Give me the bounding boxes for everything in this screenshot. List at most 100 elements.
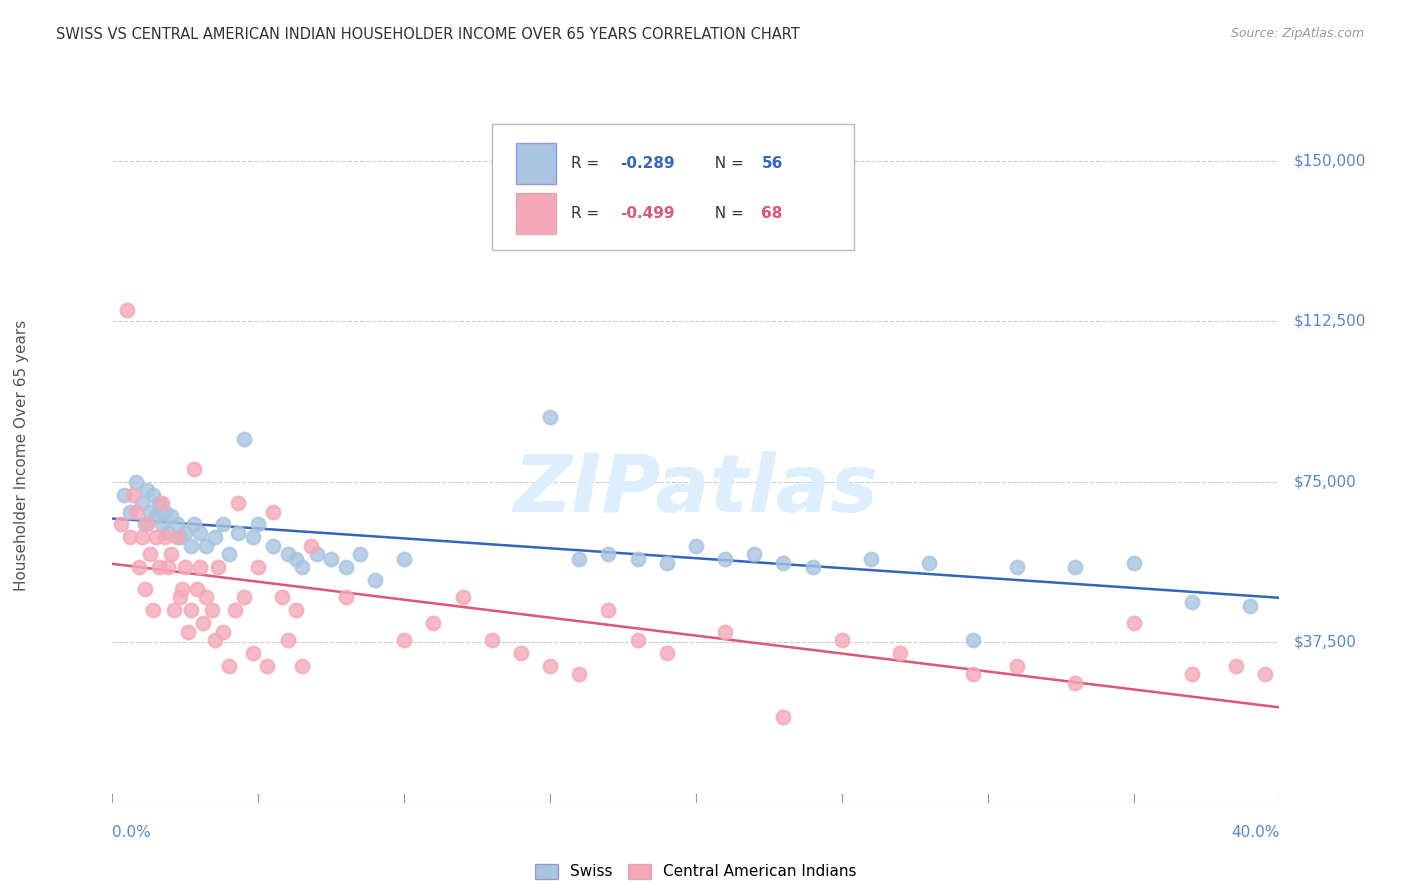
Point (204, 530, 226, 544)
Point (598, 548, 620, 562)
Point (125, 505, 148, 519)
Text: Householder Income Over 65 years: Householder Income Over 65 years (14, 319, 28, 591)
Point (204, 633, 226, 648)
Point (509, 646, 531, 660)
Point (125, 475, 148, 489)
Legend: Swiss, Central American Indians: Swiss, Central American Indians (529, 857, 863, 886)
Point (128, 560, 150, 574)
Text: $75,000: $75,000 (1294, 475, 1357, 489)
Point (685, 539, 707, 553)
Point (150, 517, 173, 532)
Point (218, 548, 240, 562)
Point (859, 551, 883, 566)
Point (118, 505, 141, 519)
Point (136, 483, 159, 498)
Point (139, 548, 162, 562)
Text: 56: 56 (761, 156, 783, 171)
Point (174, 560, 197, 574)
Point (918, 556, 941, 570)
Point (247, 560, 270, 574)
Text: N =: N = (706, 205, 749, 220)
Point (1064, 560, 1087, 574)
Point (112, 487, 135, 501)
Point (142, 603, 165, 617)
Point (226, 526, 249, 541)
Point (285, 603, 308, 617)
Point (801, 560, 824, 574)
Point (142, 487, 165, 501)
Point (262, 539, 284, 553)
Point (188, 526, 211, 541)
Point (1005, 560, 1028, 574)
Point (392, 551, 416, 566)
Point (598, 603, 620, 617)
Point (655, 646, 678, 660)
Point (1225, 658, 1247, 673)
Text: Source: ZipAtlas.com: Source: ZipAtlas.com (1230, 27, 1364, 40)
Point (166, 517, 188, 532)
Point (118, 530, 141, 544)
Point (212, 517, 235, 532)
Point (194, 591, 217, 605)
Point (139, 505, 162, 519)
Point (212, 624, 235, 639)
Point (335, 591, 357, 605)
Point (291, 560, 314, 574)
FancyBboxPatch shape (516, 143, 555, 184)
Point (131, 530, 153, 544)
Point (538, 410, 561, 425)
Point (224, 603, 246, 617)
Point (172, 582, 194, 596)
Point (256, 658, 278, 673)
Point (299, 539, 322, 553)
Point (714, 624, 737, 639)
Point (1064, 676, 1087, 690)
Point (772, 710, 794, 724)
Point (889, 646, 911, 660)
Point (305, 548, 328, 562)
Point (115, 303, 138, 318)
Point (160, 508, 183, 523)
Point (134, 517, 156, 532)
Point (1122, 556, 1144, 570)
Point (153, 505, 176, 519)
Point (1239, 599, 1261, 613)
Point (1122, 615, 1144, 630)
Point (166, 530, 188, 544)
Point (134, 582, 156, 596)
Point (232, 591, 254, 605)
Point (276, 548, 298, 562)
Point (568, 667, 591, 681)
Point (276, 633, 298, 648)
Point (156, 560, 179, 574)
FancyBboxPatch shape (492, 124, 853, 250)
Point (285, 551, 308, 566)
Point (180, 603, 202, 617)
Point (169, 530, 191, 544)
Point (262, 505, 284, 519)
Text: 40.0%: 40.0% (1232, 825, 1279, 840)
Point (626, 633, 648, 648)
Point (201, 603, 224, 617)
Point (321, 551, 343, 566)
Point (180, 539, 202, 553)
Point (568, 551, 591, 566)
Text: -0.289: -0.289 (620, 156, 675, 171)
Point (392, 633, 416, 648)
Point (136, 517, 159, 532)
Point (481, 633, 503, 648)
Text: $37,500: $37,500 (1294, 635, 1357, 649)
Point (626, 551, 648, 566)
Text: ZIPatlas: ZIPatlas (513, 450, 879, 529)
Point (962, 667, 984, 681)
Point (242, 530, 264, 544)
Text: N =: N = (706, 156, 749, 171)
Point (148, 496, 170, 510)
Point (183, 462, 205, 476)
Point (169, 591, 191, 605)
Point (538, 658, 561, 673)
Point (226, 496, 249, 510)
Point (247, 517, 270, 532)
Point (163, 603, 186, 617)
Point (364, 573, 387, 587)
